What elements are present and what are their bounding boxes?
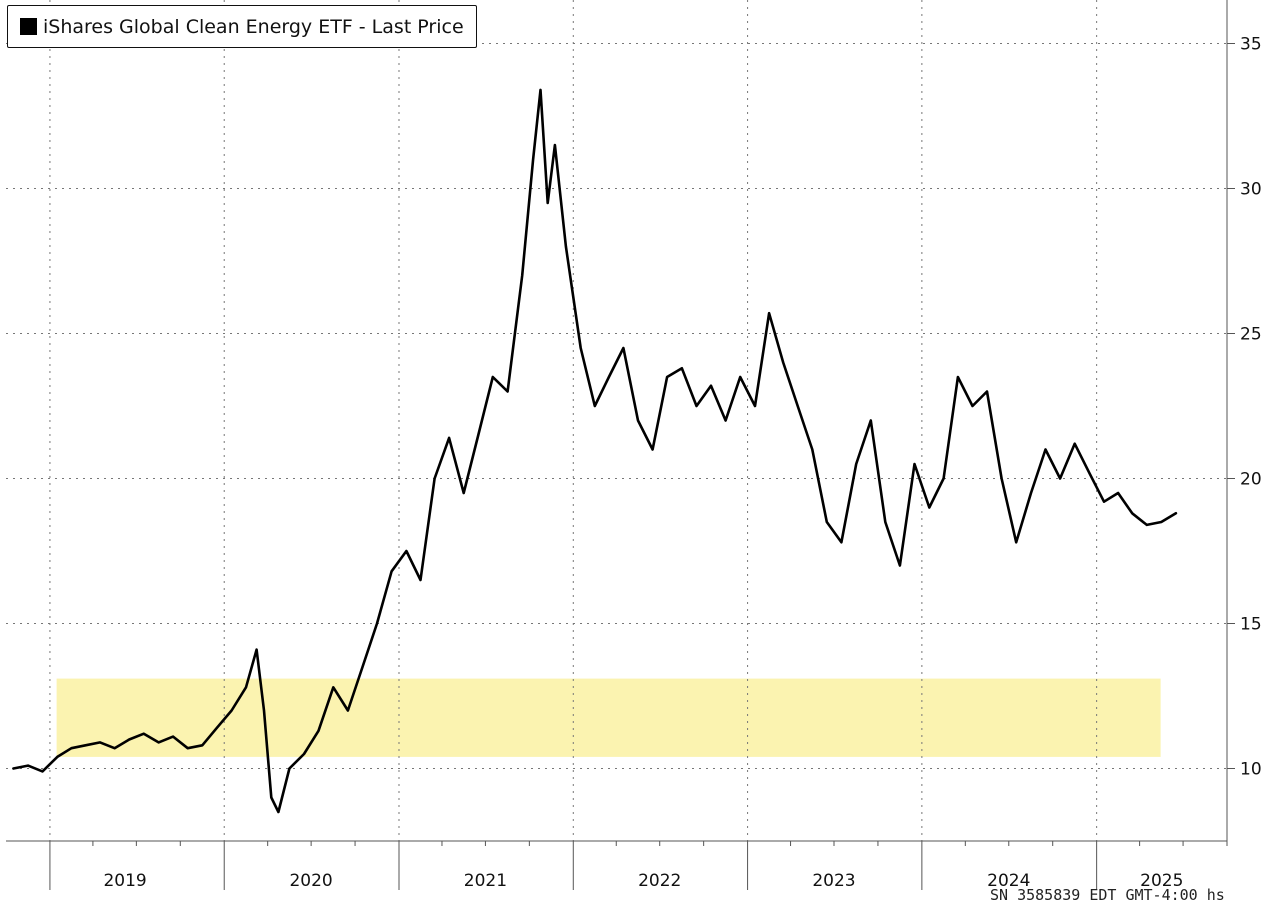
y-tick-label: 15 xyxy=(1240,615,1262,635)
highlight-band xyxy=(56,678,1161,757)
x-tick-label: 2019 xyxy=(103,871,146,891)
grid-layer xyxy=(6,0,1227,841)
y-tick-label: 25 xyxy=(1240,325,1262,345)
legend-label: iShares Global Clean Energy ETF - Last P… xyxy=(43,15,464,38)
legend-swatch-icon xyxy=(20,18,37,35)
x-tick-label: 2024 xyxy=(987,871,1030,891)
x-tick-label: 2020 xyxy=(289,871,332,891)
x-tick-label: 2022 xyxy=(638,871,681,891)
x-tick-label: 2021 xyxy=(464,871,507,891)
y-tick-label: 30 xyxy=(1240,180,1262,200)
axes-layer xyxy=(6,0,1235,890)
y-tick-label: 20 xyxy=(1240,470,1262,490)
x-tick-label: 2025 xyxy=(1140,871,1183,891)
footer-text: SN 3585839 EDT GMT-4:00 hs xyxy=(990,886,1225,904)
highlight-band-layer xyxy=(56,678,1161,757)
legend: iShares Global Clean Energy ETF - Last P… xyxy=(7,5,477,48)
y-tick-label: 10 xyxy=(1240,760,1262,780)
series-layer xyxy=(12,88,1178,814)
x-tick-label: 2023 xyxy=(812,871,855,891)
y-tick-label: 35 xyxy=(1240,35,1262,55)
series-line-0 xyxy=(12,88,1178,814)
